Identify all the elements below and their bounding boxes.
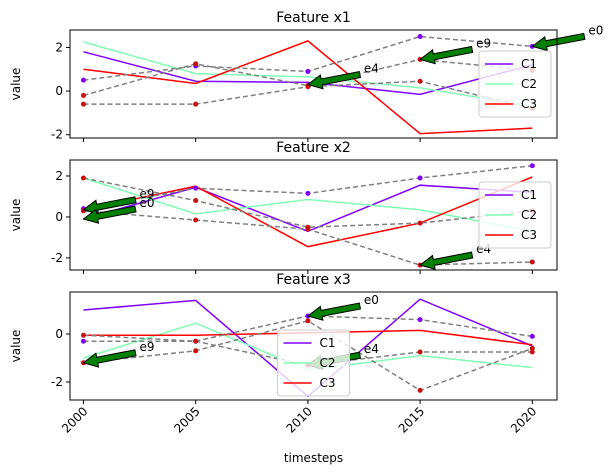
legend-box — [478, 50, 552, 118]
legend-label: C2 — [320, 356, 336, 370]
x-tick-label: 2010 — [284, 404, 315, 435]
legend-label: C3 — [521, 228, 537, 242]
example-point — [529, 345, 535, 351]
plot-frame — [69, 291, 558, 401]
annotation-label: e4 — [364, 62, 379, 76]
x-tick-label: 2000 — [59, 404, 90, 435]
series-line — [83, 177, 533, 233]
plot-frame — [69, 29, 558, 139]
annotation-arrow — [419, 251, 474, 271]
example-point — [193, 338, 199, 344]
legend-box — [478, 181, 552, 249]
legend-label: C1 — [521, 188, 537, 202]
annotation-arrow — [306, 302, 362, 321]
example-line — [83, 177, 533, 228]
example-point — [417, 78, 423, 84]
example-point — [529, 349, 535, 355]
y-tick-label: 2 — [55, 40, 63, 54]
example-point — [80, 77, 86, 83]
example-point — [529, 259, 535, 265]
example-point — [305, 84, 311, 90]
example-point — [529, 163, 535, 169]
example-point — [529, 333, 535, 339]
example-line — [83, 319, 533, 392]
example-point — [80, 175, 86, 181]
example-point — [80, 332, 86, 338]
example-point — [417, 175, 423, 181]
series-line — [83, 176, 533, 248]
example-point — [305, 226, 311, 232]
example-point — [80, 92, 86, 98]
y-tick-label: -2 — [51, 128, 63, 142]
legend-label: C2 — [521, 208, 537, 222]
annotation-arrow — [82, 205, 137, 224]
y-tick-label: 2 — [55, 169, 63, 183]
y-tick-label: -2 — [51, 375, 63, 389]
legend-label: C1 — [320, 336, 336, 350]
example-point — [193, 185, 199, 191]
annotation-label: e0 — [364, 293, 379, 307]
annotation-arrow — [419, 45, 474, 65]
y-tick-label: 0 — [55, 327, 63, 341]
annotation-label: e9 — [139, 340, 154, 354]
annotation-arrow — [531, 32, 586, 52]
example-point — [305, 318, 311, 324]
legend-box — [277, 329, 350, 397]
x-tick-label: 2015 — [396, 404, 427, 435]
example-point — [80, 101, 86, 107]
example-point — [193, 348, 199, 354]
example-point — [193, 198, 199, 204]
annotation-label: e0 — [139, 196, 154, 210]
example-point — [193, 61, 199, 67]
annotation-label: e9 — [476, 36, 491, 50]
y-axis-label: value — [9, 68, 23, 101]
x-axis-label: timesteps — [284, 451, 343, 465]
example-point — [80, 338, 86, 344]
y-axis-label: value — [9, 199, 23, 232]
example-point — [417, 317, 423, 323]
legend-label: C2 — [521, 77, 537, 91]
legend-label: C1 — [521, 57, 537, 71]
x-tick-label: 2005 — [171, 404, 202, 435]
y-tick-label: -2 — [51, 251, 63, 265]
example-point — [417, 220, 423, 226]
y-tick-label: 0 — [55, 210, 63, 224]
series-line — [83, 40, 533, 135]
legend-label: C3 — [320, 376, 336, 390]
annotation-label: e9 — [139, 187, 154, 201]
panel-title: Feature x3 — [276, 272, 351, 288]
example-point — [193, 217, 199, 223]
legend-label: C3 — [521, 97, 537, 111]
annotation-arrow — [82, 349, 137, 368]
example-point — [417, 349, 423, 355]
example-point — [193, 101, 199, 107]
plot-frame — [69, 159, 558, 271]
y-tick-label: 0 — [55, 84, 63, 98]
x-tick-label: 2020 — [508, 404, 539, 435]
annotation-label: e0 — [588, 23, 603, 37]
annotation-arrow — [306, 71, 362, 90]
example-point — [305, 68, 311, 74]
y-axis-label: value — [9, 330, 23, 363]
example-point — [417, 387, 423, 393]
panel-title: Feature x2 — [276, 140, 351, 156]
example-point — [305, 190, 311, 196]
series-line — [83, 41, 533, 108]
panel-title: Feature x1 — [276, 10, 351, 26]
example-point — [417, 34, 423, 40]
annotation-label: e4 — [364, 342, 379, 356]
